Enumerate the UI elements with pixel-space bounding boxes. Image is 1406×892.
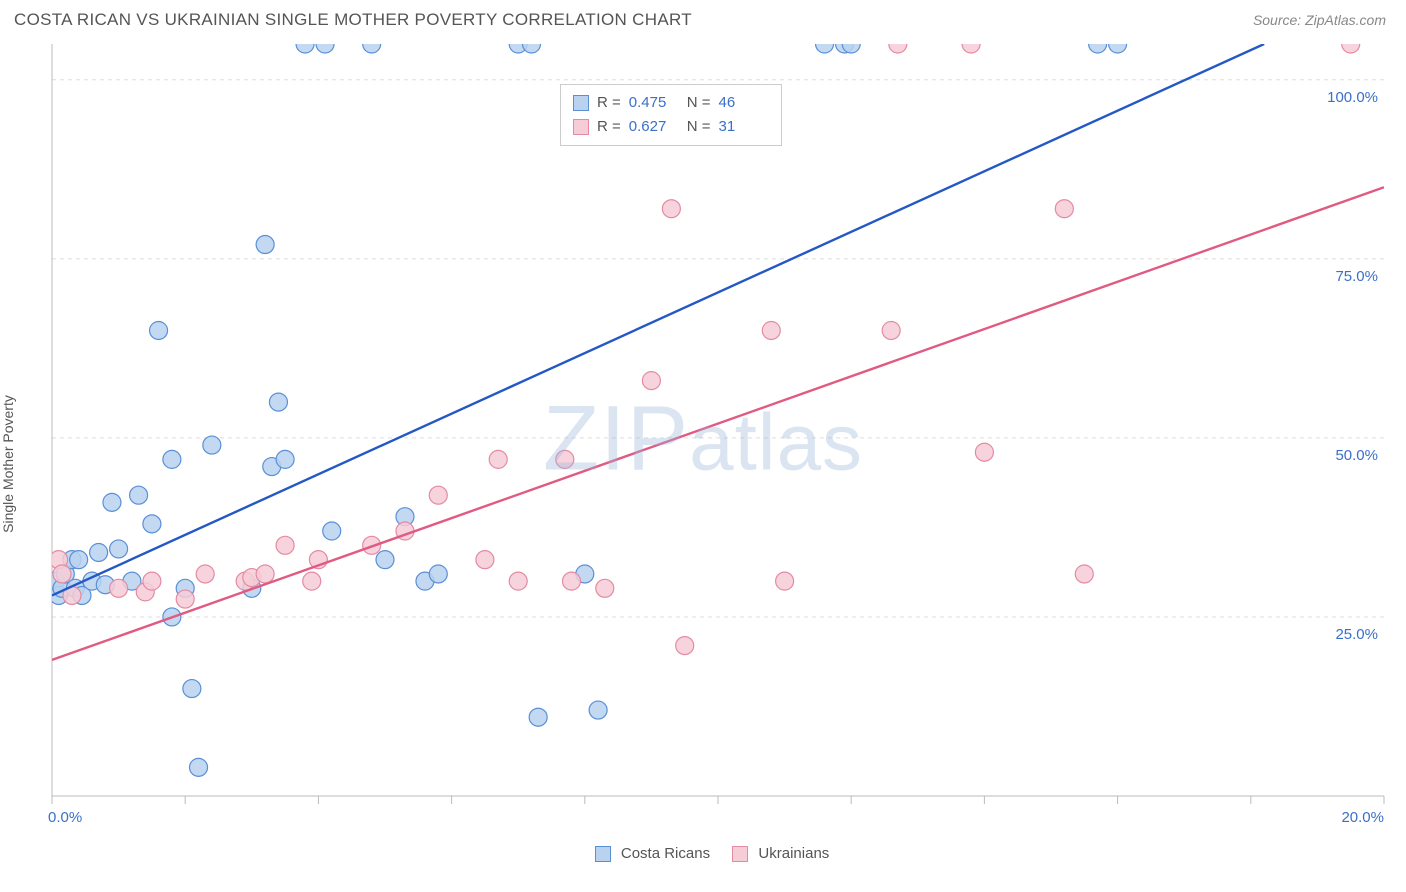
- svg-text:20.0%: 20.0%: [1341, 809, 1384, 826]
- legend-label-ukrainians: Ukrainians: [758, 845, 829, 862]
- svg-text:0.0%: 0.0%: [48, 809, 82, 826]
- svg-text:75.0%: 75.0%: [1335, 268, 1378, 285]
- series-legend: Costa Ricans Ukrainians: [0, 845, 1406, 862]
- stats-box: R = 0.475 N = 46 R = 0.627 N = 31: [560, 84, 782, 146]
- legend-swatch-ukrainians: [732, 846, 748, 862]
- stats-row-costa-ricans: R = 0.475 N = 46: [573, 91, 769, 115]
- legend-swatch-costa-ricans: [595, 846, 611, 862]
- swatch-costa-ricans: [573, 95, 589, 111]
- svg-text:25.0%: 25.0%: [1335, 626, 1378, 643]
- stats-row-ukrainians: R = 0.627 N = 31: [573, 115, 769, 139]
- legend-label-costa-ricans: Costa Ricans: [621, 845, 710, 862]
- source-attribution: Source: ZipAtlas.com: [1253, 12, 1386, 28]
- y-axis-label: Single Mother Poverty: [0, 395, 16, 533]
- chart-header: COSTA RICAN VS UKRAINIAN SINGLE MOTHER P…: [0, 0, 1406, 36]
- svg-text:100.0%: 100.0%: [1327, 89, 1378, 106]
- swatch-ukrainians: [573, 119, 589, 135]
- chart-title: COSTA RICAN VS UKRAINIAN SINGLE MOTHER P…: [14, 10, 692, 30]
- chart-container: Single Mother Poverty 25.0% 50.0% 75.0% 100…: [0, 36, 1406, 876]
- scatter-chart: 25.0% 50.0% 75.0% 100.0% 0.0% 20.0%: [0, 36, 1406, 876]
- svg-text:50.0%: 50.0%: [1335, 447, 1378, 464]
